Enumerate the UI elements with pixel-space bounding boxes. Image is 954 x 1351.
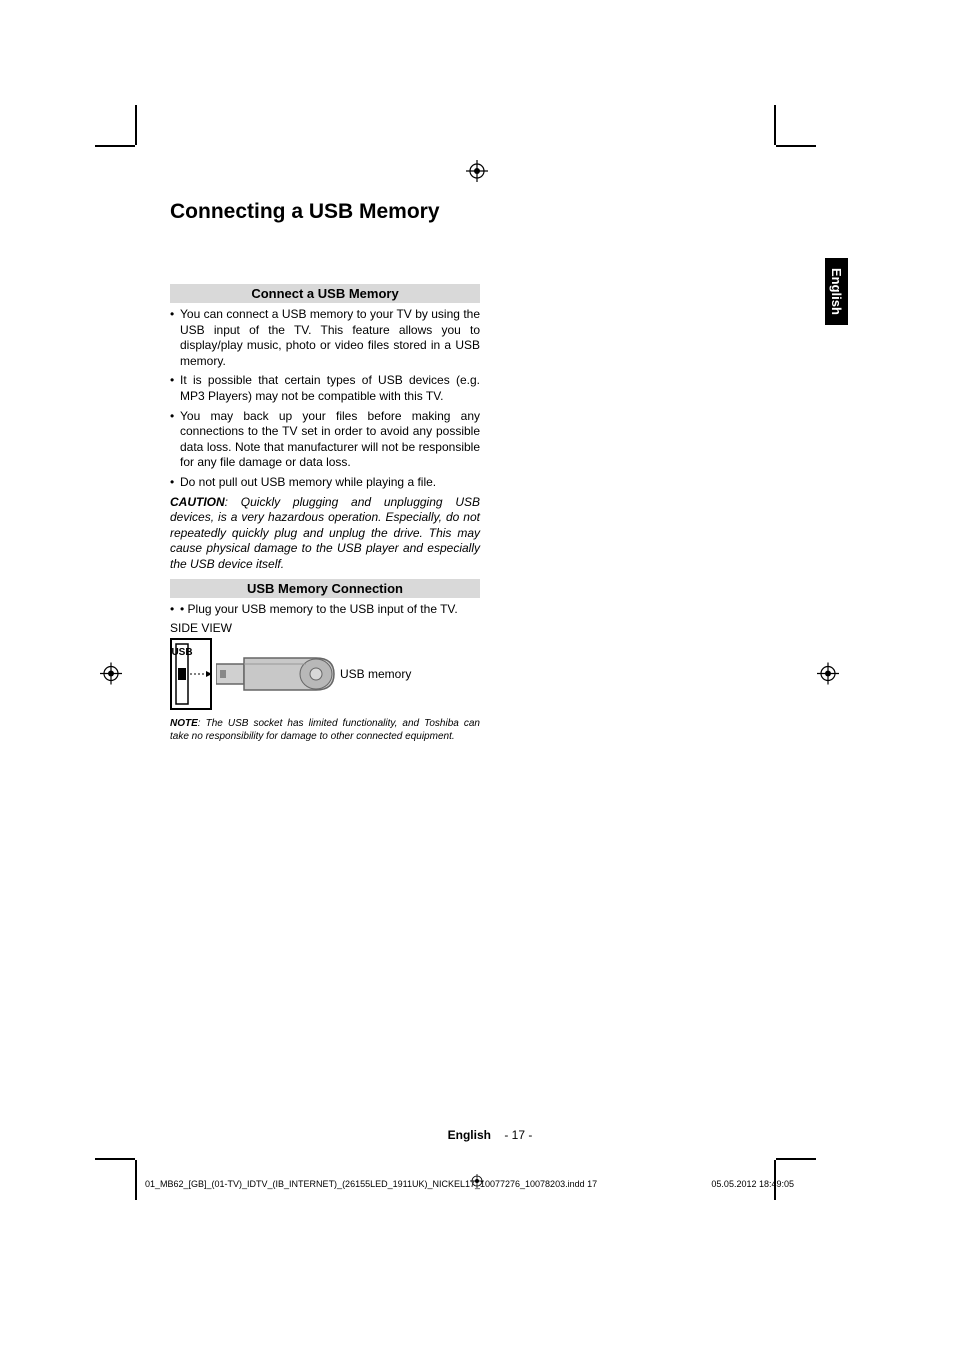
registration-mark-icon xyxy=(817,662,839,689)
crop-mark xyxy=(95,145,135,147)
note-text: : The USB socket has limited functionali… xyxy=(170,718,480,742)
usb-stick-icon xyxy=(216,650,336,698)
registration-mark-icon xyxy=(470,1174,484,1193)
bullet-dot: • xyxy=(170,307,180,369)
page-title: Connecting a USB Memory xyxy=(170,200,810,224)
bullet-text: It is possible that certain types of USB… xyxy=(180,373,480,404)
page-footer: English - 17 - xyxy=(170,1128,810,1142)
usb-caption: USB memory xyxy=(340,667,411,681)
bullet-dot: • xyxy=(170,409,180,471)
caution-paragraph: CAUTION: Quickly plugging and unplugging… xyxy=(170,495,480,573)
footer-page-number: - 17 - xyxy=(504,1128,532,1142)
bullet-item: • It is possible that certain types of U… xyxy=(170,373,480,404)
usb-diagram: USB USB memory xyxy=(170,638,480,710)
bullet-dot: • xyxy=(170,373,180,404)
bullet-text: Do not pull out USB memory while playing… xyxy=(180,475,480,491)
bullet-item: • • Plug your USB memory to the USB inpu… xyxy=(170,602,480,618)
page-content: Connecting a USB Memory English Connect … xyxy=(170,200,810,1160)
crop-mark xyxy=(774,105,776,145)
section-heading-connect: Connect a USB Memory xyxy=(170,284,480,303)
bullet-item: • You may back up your files before maki… xyxy=(170,409,480,471)
bullet-dot: • xyxy=(170,602,180,618)
crop-mark xyxy=(135,1160,137,1200)
caution-lead: CAUTION xyxy=(170,495,225,509)
section-heading-usb-connection: USB Memory Connection xyxy=(170,579,480,598)
footer-language: English xyxy=(448,1128,491,1142)
imprint-filename: 01_MB62_[GB]_(01-TV)_IDTV_(IB_INTERNET)_… xyxy=(145,1179,597,1189)
bullet-item: • Do not pull out USB memory while playi… xyxy=(170,475,480,491)
language-tab: English xyxy=(825,258,848,325)
crop-mark xyxy=(135,105,137,145)
crop-mark xyxy=(776,145,816,147)
usb-port-label: USB xyxy=(171,647,192,658)
imprint-timestamp: 05.05.2012 18:49:05 xyxy=(711,1179,794,1189)
content-column: Connect a USB Memory • You can connect a… xyxy=(170,284,480,743)
crop-mark xyxy=(95,1158,135,1160)
side-view-label: SIDE VIEW xyxy=(170,621,480,635)
registration-mark-icon xyxy=(100,662,122,689)
bullet-text: You can connect a USB memory to your TV … xyxy=(180,307,480,369)
bullet-text: • Plug your USB memory to the USB input … xyxy=(180,602,480,618)
bullet-dot: • xyxy=(170,475,180,491)
note-paragraph: NOTE: The USB socket has limited functio… xyxy=(170,718,480,743)
note-lead: NOTE xyxy=(170,718,198,729)
registration-mark-icon xyxy=(466,160,488,187)
bullet-item: • You can connect a USB memory to your T… xyxy=(170,307,480,369)
tv-usb-port-icon: USB xyxy=(170,638,212,710)
bullet-text: You may back up your files before making… xyxy=(180,409,480,471)
